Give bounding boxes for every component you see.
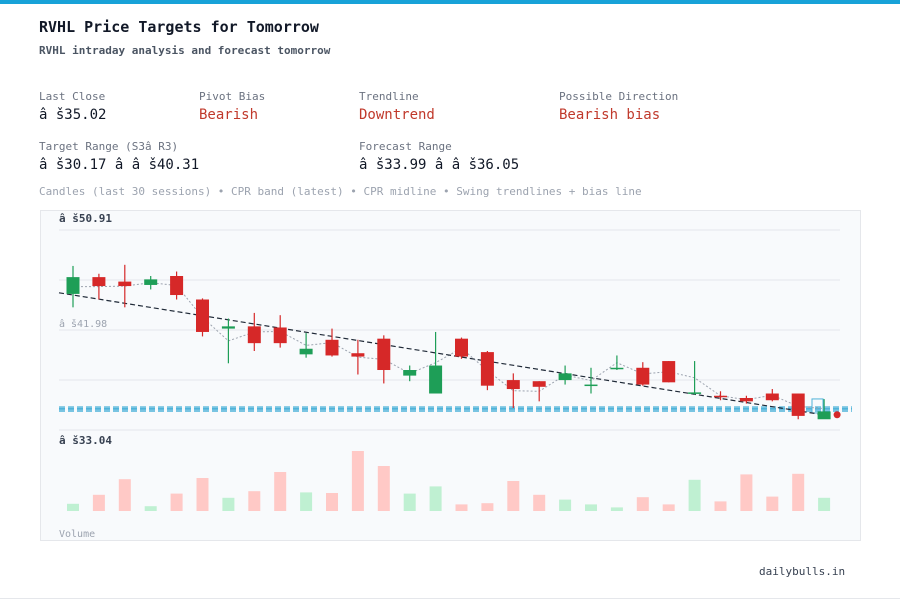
volume-bar <box>92 494 105 511</box>
stat-label: Pivot Bias <box>199 90 266 103</box>
stat-target-range: Target Range (S3â R3) â š30.17 â â š40.3… <box>39 140 199 175</box>
candle-body <box>455 338 468 357</box>
candle-body <box>377 338 391 371</box>
cpr-band <box>59 398 852 414</box>
stat-label: Last Close <box>39 90 106 103</box>
candle-body <box>144 279 158 285</box>
volume-bar <box>118 479 131 511</box>
volume-bar <box>222 497 235 511</box>
volume-bar <box>662 504 675 511</box>
candle-body <box>817 411 831 420</box>
candle-body <box>558 373 572 381</box>
footer-source: dailybulls.in <box>759 565 846 578</box>
candle-body <box>221 326 235 329</box>
stat-label: Forecast Range <box>359 140 452 153</box>
volume-bar <box>636 497 649 511</box>
volume-bar <box>403 493 416 511</box>
volume-bar <box>714 501 727 511</box>
stat-value: Downtrend <box>359 107 435 123</box>
chart-caption: Candles (last 30 sessions) • CPR band (l… <box>39 185 642 198</box>
candle-body <box>403 370 417 376</box>
y-bottom-label: â š33.04 <box>59 434 112 447</box>
candle-body <box>506 380 520 390</box>
candle-body <box>118 281 132 287</box>
volume-bar <box>248 491 261 511</box>
stat-label: Trendline <box>359 90 419 103</box>
stat-trendline: Trendline Downtrend <box>359 90 435 125</box>
stat-value: â š33.99 â â š36.05 <box>359 157 520 173</box>
volume-bar <box>300 492 313 511</box>
candle-body <box>325 339 339 356</box>
y-mid-label: â š41.98 <box>59 318 107 330</box>
volume-bar <box>766 496 779 511</box>
stat-value: â š30.17 â â š40.31 <box>39 157 200 173</box>
volume-bar <box>274 472 287 511</box>
volume-bar <box>455 504 468 511</box>
candle-body <box>636 367 650 385</box>
volume-bar <box>196 478 209 511</box>
stat-label: Possible Direction <box>559 90 679 103</box>
stat-last-close: Last Close â š35.02 <box>39 90 106 125</box>
volume-bar <box>429 486 442 511</box>
volume-bar <box>481 503 494 511</box>
volume-bar <box>507 481 520 511</box>
stat-value: Bearish <box>199 107 259 123</box>
candle-body <box>610 367 624 370</box>
stat-forecast-range: Forecast Range â š33.99 â â š36.05 <box>359 140 519 175</box>
candle-body <box>273 327 287 344</box>
volume-bar <box>351 451 364 511</box>
candle-body <box>739 397 753 402</box>
top-accent-bar <box>0 0 900 4</box>
candlestick-chart: â š50.91 â š41.98 â š33.04 Volume <box>40 210 861 541</box>
chart-frame <box>40 210 861 541</box>
gridlines <box>59 229 840 431</box>
last-price-marker <box>833 411 841 419</box>
volume-bars <box>67 451 831 511</box>
volume-bar <box>818 497 831 511</box>
bottom-divider <box>0 598 900 599</box>
candle-body <box>662 361 676 383</box>
volume-bar <box>533 494 546 511</box>
stat-direction: Possible Direction Bearish bias <box>559 90 678 125</box>
volume-bar <box>144 506 157 511</box>
candle-body <box>584 384 598 387</box>
candle-body <box>92 277 106 287</box>
candle-body <box>299 348 313 355</box>
stat-value: Bearish bias <box>559 107 661 123</box>
volume-bar <box>67 503 79 511</box>
candle-body <box>170 275 184 296</box>
page-subtitle: RVHL intraday analysis and forecast tomo… <box>39 44 331 57</box>
volume-bar <box>377 466 390 511</box>
stat-label: Target Range (S3â R3) <box>39 140 179 153</box>
volume-bar <box>688 479 701 511</box>
volume-bar <box>326 493 338 511</box>
candle-body <box>66 277 80 294</box>
volume-bar <box>740 474 753 511</box>
trendline <box>58 292 831 417</box>
stat-value: â š35.02 <box>39 107 107 123</box>
page-title: RVHL Price Targets for Tomorrow <box>39 18 319 36</box>
volume-bar <box>559 499 572 511</box>
candle-body <box>429 365 443 394</box>
trendline-path <box>58 292 831 417</box>
candle-body <box>247 326 261 344</box>
candle-body <box>196 299 209 332</box>
volume-bar <box>585 504 597 511</box>
candle-body <box>791 393 805 416</box>
candle-body <box>765 393 779 401</box>
volume-bar <box>610 507 623 511</box>
candle-body <box>351 353 365 357</box>
candle-body <box>714 395 727 398</box>
y-top-label: â š50.91 <box>59 212 112 225</box>
stat-pivot-bias: Pivot Bias Bearish <box>199 90 265 125</box>
candle-body <box>688 392 702 394</box>
volume-label: Volume <box>59 529 95 540</box>
volume-bar <box>792 473 805 511</box>
candle-body <box>480 352 494 386</box>
candles <box>66 264 841 420</box>
candle-body <box>532 381 546 387</box>
volume-bar <box>170 493 183 511</box>
cpr-tag <box>811 398 824 414</box>
